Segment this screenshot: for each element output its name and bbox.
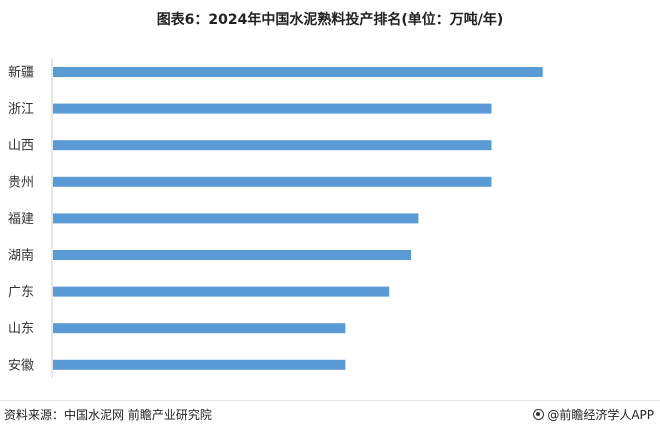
- bar-3: [53, 140, 492, 151]
- bar-9: [53, 359, 346, 370]
- category-label-4: 贵州: [8, 175, 34, 190]
- source-note: 资料来源：中国水泥网 前瞻产业研究院: [4, 408, 212, 422]
- bar-2: [53, 103, 492, 114]
- bar-8: [53, 323, 346, 334]
- brand-credit-text: @前瞻经济学人APP: [547, 408, 654, 422]
- brand-logo-icon: [533, 409, 545, 420]
- category-label-2: 浙江: [8, 102, 34, 117]
- chart-title: 图表6：2024年中国水泥熟料投产排名(单位：万吨/年): [156, 12, 504, 28]
- category-label-9: 安徽: [8, 358, 34, 373]
- bar-6: [53, 250, 412, 260]
- brand-credit: @前瞻经济学人APP: [533, 406, 654, 423]
- category-label-1: 新疆: [8, 65, 34, 81]
- category-label-8: 山东: [8, 322, 34, 337]
- bar-4: [53, 176, 492, 187]
- category-label-6: 湖南: [8, 248, 34, 264]
- category-label-3: 山西: [8, 139, 34, 154]
- bar-1: [53, 67, 543, 77]
- category-label-7: 广东: [8, 285, 34, 300]
- bar-5: [53, 213, 419, 224]
- category-label-5: 福建: [8, 212, 34, 227]
- bar-7: [53, 286, 390, 297]
- footer-divider: [0, 400, 660, 401]
